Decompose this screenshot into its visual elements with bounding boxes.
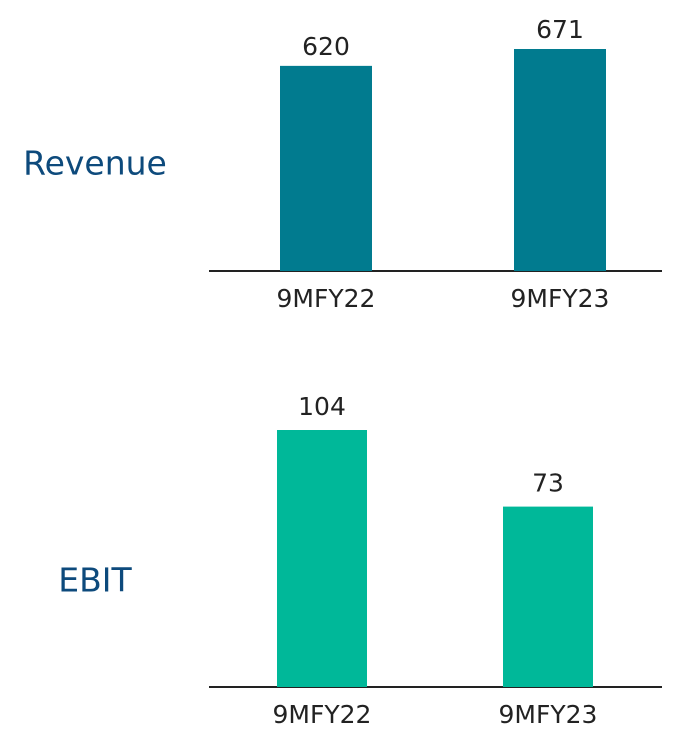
bar xyxy=(514,49,606,271)
x-tick-label: 9MFY23 xyxy=(511,284,610,313)
bar xyxy=(280,65,372,271)
value-label: 620 xyxy=(302,32,350,61)
value-label: 73 xyxy=(532,469,564,498)
bar xyxy=(503,506,593,687)
chart-title: Revenue xyxy=(23,144,167,183)
value-label: 671 xyxy=(536,15,584,44)
x-tick-label: 9MFY22 xyxy=(277,284,376,313)
value-label: 104 xyxy=(298,392,346,421)
x-tick-label: 9MFY23 xyxy=(499,700,598,729)
chart-title: EBIT xyxy=(58,561,132,600)
bar xyxy=(277,430,367,687)
x-tick-label: 9MFY22 xyxy=(273,700,372,729)
